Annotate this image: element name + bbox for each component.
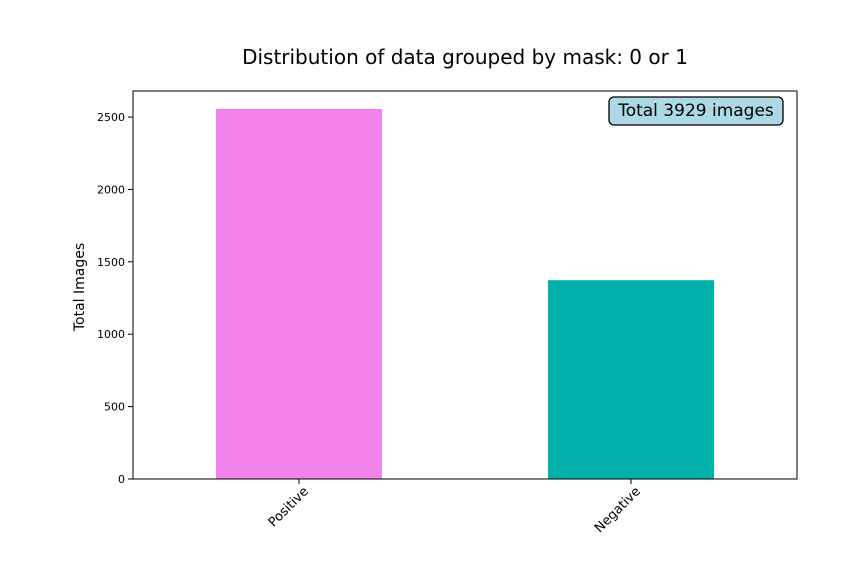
- y-tick-label: 2000: [97, 183, 125, 196]
- chart-title: Distribution of data grouped by mask: 0 …: [242, 45, 688, 69]
- y-tick-label: 1500: [97, 256, 125, 269]
- annotation-text: Total 3929 images: [617, 101, 774, 121]
- annotation-box: [608, 96, 784, 126]
- bar-negative: [548, 280, 714, 479]
- bar-positive: [216, 108, 382, 479]
- y-axis-label: Total Images: [72, 243, 88, 332]
- total-annotation: Total 3929 images: [608, 96, 784, 126]
- y-tick-label: 0: [118, 473, 125, 486]
- x-tick-label: Positive: [266, 484, 312, 530]
- plot-area: Positive Negative 0 500 1000 1500 2000 2500: [97, 90, 798, 536]
- plot-frame: [132, 90, 798, 480]
- y-tick-label: 1000: [97, 328, 125, 341]
- x-tick-label: Negative: [592, 484, 644, 536]
- y-tick-label: 500: [104, 401, 125, 414]
- y-tick-label: 2500: [97, 111, 125, 124]
